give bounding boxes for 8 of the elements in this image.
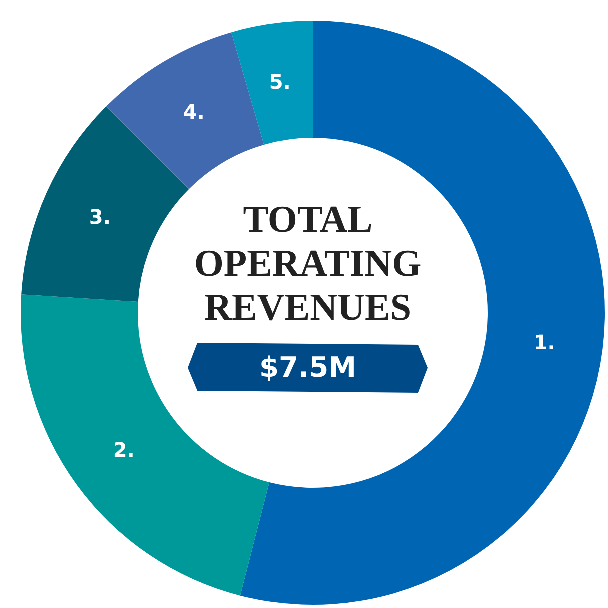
slice-label: 2. <box>113 438 135 462</box>
slice-label: 4. <box>183 100 205 124</box>
donut-slice <box>232 21 313 145</box>
slice-label: 1. <box>534 330 556 354</box>
text: TOTAL OPERATING REVENUES <box>193 198 423 330</box>
donut-slice <box>106 32 264 190</box>
slice-label: 5. <box>269 70 291 94</box>
slice-label: 3. <box>89 204 111 229</box>
